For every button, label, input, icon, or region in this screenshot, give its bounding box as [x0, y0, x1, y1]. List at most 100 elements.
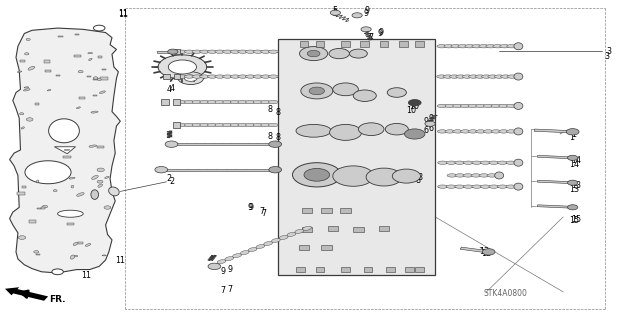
Text: 8: 8 [275, 133, 280, 142]
Bar [79, 97, 85, 99]
Ellipse shape [463, 185, 473, 188]
Ellipse shape [91, 111, 98, 113]
Ellipse shape [260, 123, 271, 127]
Bar [299, 245, 309, 250]
Circle shape [385, 123, 408, 135]
Ellipse shape [481, 75, 492, 78]
Ellipse shape [295, 229, 303, 234]
Ellipse shape [28, 66, 35, 70]
Circle shape [184, 75, 197, 81]
Ellipse shape [445, 104, 455, 108]
Bar [386, 267, 395, 272]
Bar [302, 227, 312, 232]
Circle shape [97, 180, 103, 183]
Bar [40, 207, 45, 209]
Bar [22, 186, 26, 188]
Ellipse shape [506, 161, 516, 164]
Text: 2: 2 [166, 174, 172, 183]
Circle shape [24, 53, 29, 55]
Ellipse shape [200, 75, 209, 78]
Text: 2: 2 [170, 177, 175, 186]
Ellipse shape [438, 185, 447, 188]
Text: 9: 9 [378, 29, 383, 38]
Bar [93, 94, 97, 96]
Ellipse shape [76, 107, 81, 109]
Ellipse shape [437, 45, 447, 48]
Ellipse shape [268, 123, 278, 127]
Ellipse shape [468, 104, 478, 108]
Bar [93, 78, 98, 80]
Circle shape [42, 205, 47, 208]
Circle shape [366, 168, 402, 186]
Ellipse shape [506, 185, 516, 188]
Bar [321, 245, 332, 250]
Ellipse shape [58, 210, 83, 217]
Ellipse shape [177, 123, 187, 127]
Text: 11: 11 [115, 256, 125, 265]
Text: 5: 5 [333, 9, 338, 18]
Ellipse shape [489, 161, 499, 164]
Ellipse shape [238, 75, 248, 78]
Text: 14: 14 [571, 156, 581, 165]
Ellipse shape [437, 130, 447, 133]
Ellipse shape [184, 50, 195, 53]
Ellipse shape [303, 226, 312, 230]
Polygon shape [538, 155, 573, 159]
Polygon shape [54, 147, 76, 154]
Circle shape [269, 167, 282, 173]
Circle shape [482, 249, 495, 255]
Ellipse shape [64, 149, 70, 151]
Ellipse shape [436, 75, 447, 78]
Text: 12: 12 [479, 247, 489, 256]
Bar [316, 41, 324, 47]
Ellipse shape [287, 233, 296, 236]
Ellipse shape [73, 242, 78, 246]
Bar [341, 267, 350, 272]
Circle shape [330, 10, 340, 15]
Bar [328, 226, 338, 231]
FancyArrow shape [5, 287, 48, 301]
Ellipse shape [438, 161, 447, 164]
Text: 9: 9 [429, 114, 434, 123]
Text: 11: 11 [118, 10, 128, 19]
Circle shape [93, 25, 105, 31]
Text: 7: 7 [228, 285, 233, 294]
Ellipse shape [17, 71, 22, 72]
Text: 9: 9 [424, 117, 429, 126]
Ellipse shape [184, 100, 195, 104]
Text: 11: 11 [118, 9, 128, 18]
Text: 7: 7 [259, 207, 264, 216]
Circle shape [93, 77, 98, 79]
Ellipse shape [253, 100, 263, 104]
Circle shape [26, 118, 33, 121]
Ellipse shape [207, 100, 217, 104]
Polygon shape [538, 205, 573, 208]
Ellipse shape [215, 123, 225, 127]
Ellipse shape [460, 130, 470, 133]
Ellipse shape [256, 245, 265, 249]
Bar [360, 41, 369, 47]
Ellipse shape [232, 254, 241, 258]
Circle shape [352, 13, 362, 18]
Circle shape [104, 206, 111, 209]
Ellipse shape [230, 123, 240, 127]
Text: 13: 13 [571, 181, 581, 190]
Ellipse shape [246, 75, 255, 78]
Text: 6: 6 [429, 124, 434, 133]
Bar [37, 208, 42, 209]
Ellipse shape [476, 130, 486, 133]
Ellipse shape [246, 123, 255, 127]
Circle shape [330, 124, 362, 140]
Bar [173, 99, 180, 105]
Circle shape [178, 72, 204, 85]
Ellipse shape [488, 75, 498, 78]
Ellipse shape [223, 75, 232, 78]
Bar [296, 267, 305, 272]
Ellipse shape [493, 45, 502, 48]
Ellipse shape [105, 176, 109, 178]
Circle shape [20, 113, 24, 115]
Ellipse shape [91, 190, 99, 199]
Ellipse shape [241, 250, 249, 255]
Ellipse shape [238, 50, 248, 53]
Bar [100, 77, 108, 79]
